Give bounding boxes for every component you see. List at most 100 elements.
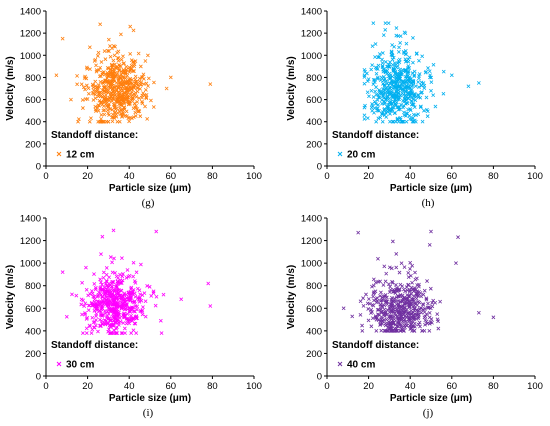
data-point xyxy=(91,320,96,325)
data-point xyxy=(417,74,421,78)
data-point xyxy=(427,242,432,247)
data-point xyxy=(379,290,383,295)
data-point xyxy=(419,91,423,95)
data-point xyxy=(120,297,125,302)
data-point xyxy=(86,86,91,91)
data-point xyxy=(130,291,135,295)
legend-title: Standoff distance: xyxy=(332,340,419,351)
data-point xyxy=(132,62,137,67)
data-point xyxy=(96,294,100,298)
data-point xyxy=(94,69,99,74)
data-point xyxy=(416,95,421,100)
data-point xyxy=(476,310,481,315)
data-point xyxy=(386,325,390,329)
data-point xyxy=(491,315,496,320)
data-point xyxy=(83,311,87,315)
data-point xyxy=(111,71,116,76)
data-point xyxy=(101,100,106,105)
data-point xyxy=(114,305,118,309)
x-tick-label: 0 xyxy=(324,171,329,182)
data-point xyxy=(395,314,400,318)
data-point xyxy=(374,71,379,76)
data-point xyxy=(417,307,422,311)
data-point xyxy=(122,311,126,316)
data-point xyxy=(404,119,409,124)
data-point xyxy=(416,93,420,98)
data-point xyxy=(112,293,117,298)
data-point xyxy=(369,67,374,72)
data-point xyxy=(366,297,371,301)
data-point xyxy=(99,306,104,311)
data-point xyxy=(108,318,112,323)
data-point xyxy=(393,111,397,115)
data-point xyxy=(375,308,380,312)
data-point xyxy=(108,86,113,90)
data-point xyxy=(376,256,380,261)
data-point xyxy=(105,309,110,314)
data-point xyxy=(388,60,392,65)
data-point xyxy=(394,84,398,89)
data-point xyxy=(391,287,396,292)
data-point xyxy=(124,275,129,280)
data-point xyxy=(409,292,414,297)
data-point xyxy=(69,97,73,102)
x-tick-label: 0 xyxy=(43,171,48,182)
data-point xyxy=(125,268,130,272)
data-point xyxy=(137,76,142,81)
data-point xyxy=(406,92,411,96)
data-point xyxy=(123,314,127,318)
data-point xyxy=(410,78,415,83)
data-point xyxy=(402,265,407,269)
data-point xyxy=(131,28,136,33)
y-tick-label: 600 xyxy=(25,304,41,315)
data-point xyxy=(114,326,119,331)
data-point xyxy=(113,65,118,70)
data-point xyxy=(114,274,119,279)
data-point xyxy=(382,101,387,105)
data-point xyxy=(385,64,389,69)
x-tick-label: 40 xyxy=(124,171,135,182)
data-point xyxy=(398,292,403,297)
data-point xyxy=(101,275,106,280)
data-point xyxy=(87,45,92,50)
data-point xyxy=(409,102,414,107)
y-axis-title: Velocity (m/s) xyxy=(286,56,297,120)
data-point xyxy=(133,105,137,110)
data-point xyxy=(97,74,102,79)
y-tick-label: 0 xyxy=(36,372,41,383)
data-point xyxy=(113,284,118,289)
y-axis-title: Velocity (m/s) xyxy=(286,265,297,329)
data-point xyxy=(134,314,139,319)
data-point xyxy=(110,68,115,73)
data-point xyxy=(417,72,422,76)
data-point xyxy=(385,105,390,110)
data-point xyxy=(206,281,211,286)
data-point xyxy=(409,273,413,278)
data-point xyxy=(411,60,415,65)
data-point xyxy=(128,82,133,86)
data-point xyxy=(370,102,374,106)
data-point xyxy=(371,78,376,82)
data-point xyxy=(405,288,410,293)
data-point xyxy=(412,317,417,322)
data-point xyxy=(91,91,96,96)
data-point xyxy=(135,85,140,90)
data-point xyxy=(361,296,365,301)
data-point xyxy=(111,77,116,82)
data-point xyxy=(114,97,119,102)
data-point xyxy=(99,116,103,121)
data-point xyxy=(430,300,435,305)
data-point xyxy=(120,94,125,99)
data-point xyxy=(89,116,93,121)
data-point xyxy=(393,322,398,327)
data-point xyxy=(380,63,385,68)
data-point xyxy=(144,95,149,100)
data-point xyxy=(396,305,401,310)
data-point xyxy=(104,318,109,323)
data-point xyxy=(360,328,365,333)
data-point xyxy=(136,51,141,56)
data-point xyxy=(429,229,433,234)
data-point xyxy=(111,102,116,107)
data-point xyxy=(476,81,481,85)
data-point xyxy=(95,54,100,58)
